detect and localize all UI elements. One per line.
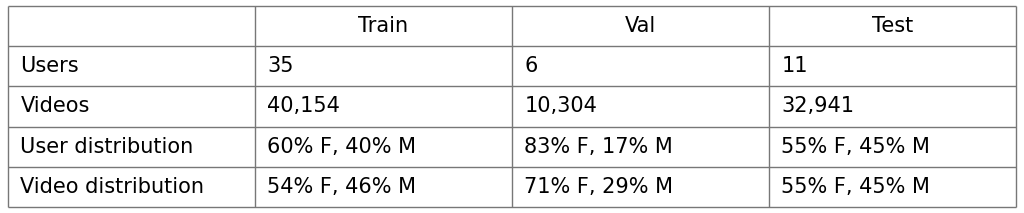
Text: 35: 35 [267, 56, 294, 76]
Text: 40,154: 40,154 [267, 96, 340, 117]
Text: User distribution: User distribution [20, 137, 194, 157]
Text: 11: 11 [781, 56, 808, 76]
Text: 55% F, 45% M: 55% F, 45% M [781, 177, 930, 197]
Text: Val: Val [625, 16, 656, 36]
Text: Video distribution: Video distribution [20, 177, 205, 197]
Text: Users: Users [20, 56, 79, 76]
Text: 71% F, 29% M: 71% F, 29% M [524, 177, 674, 197]
Text: 10,304: 10,304 [524, 96, 597, 117]
Text: 83% F, 17% M: 83% F, 17% M [524, 137, 673, 157]
Text: 6: 6 [524, 56, 538, 76]
Text: Videos: Videos [20, 96, 90, 117]
Text: Train: Train [358, 16, 409, 36]
Text: 54% F, 46% M: 54% F, 46% M [267, 177, 417, 197]
Text: 32,941: 32,941 [781, 96, 854, 117]
Text: Test: Test [871, 16, 913, 36]
Text: 55% F, 45% M: 55% F, 45% M [781, 137, 930, 157]
Text: 60% F, 40% M: 60% F, 40% M [267, 137, 417, 157]
